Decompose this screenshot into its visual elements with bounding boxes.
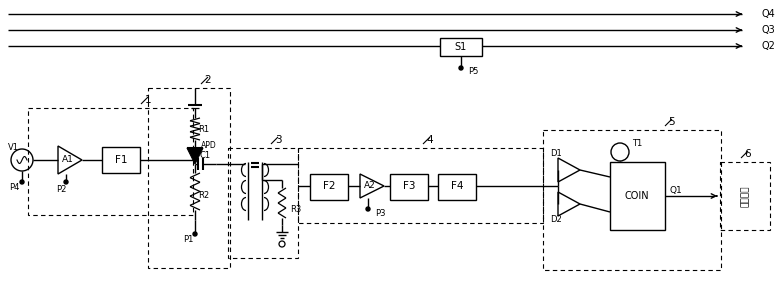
Text: P2: P2 [56,185,66,194]
Text: P4: P4 [9,184,19,192]
Text: A1: A1 [62,156,74,165]
Text: P5: P5 [468,66,478,76]
Text: T1: T1 [632,140,643,149]
Circle shape [64,180,68,184]
Bar [440,38,482,56]
Text: P1: P1 [183,236,193,245]
Text: Q3: Q3 [762,25,776,35]
Circle shape [193,232,197,236]
Circle shape [366,207,370,211]
Bar [228,148,298,258]
Text: 计数模块: 计数模块 [741,185,749,207]
Text: COIN: COIN [625,191,650,201]
Text: 6: 6 [745,149,752,159]
Text: 5: 5 [668,117,675,127]
Bar [310,174,348,200]
Text: APD: APD [201,140,217,149]
Bar [438,174,476,200]
Bar [148,88,230,268]
Polygon shape [187,148,203,164]
Bar [390,174,428,200]
Text: Q1: Q1 [670,185,683,194]
Text: D1: D1 [550,149,562,159]
Bar [543,130,721,270]
Bar [298,148,543,223]
Text: F4: F4 [450,181,463,191]
Circle shape [459,66,463,70]
Text: C1: C1 [200,150,211,159]
Text: 1: 1 [145,95,151,105]
Text: 2: 2 [205,75,212,85]
Bar [102,147,140,173]
Text: R2: R2 [198,191,209,200]
Text: 4: 4 [426,135,433,145]
Text: F3: F3 [403,181,415,191]
Text: S1: S1 [455,42,467,52]
Bar [28,108,193,215]
Bar [610,162,665,230]
Text: R1: R1 [198,126,209,134]
Text: 3: 3 [275,135,282,145]
Text: Q2: Q2 [762,41,776,51]
Bar [720,162,770,230]
Text: P3: P3 [375,208,386,217]
Text: F1: F1 [114,155,128,165]
Text: Q4: Q4 [762,9,776,19]
Text: F2: F2 [323,181,335,191]
Text: R3: R3 [290,205,301,214]
Text: V1: V1 [8,143,19,153]
Text: D2: D2 [550,216,562,224]
Circle shape [20,180,24,184]
Text: A2: A2 [364,182,376,191]
